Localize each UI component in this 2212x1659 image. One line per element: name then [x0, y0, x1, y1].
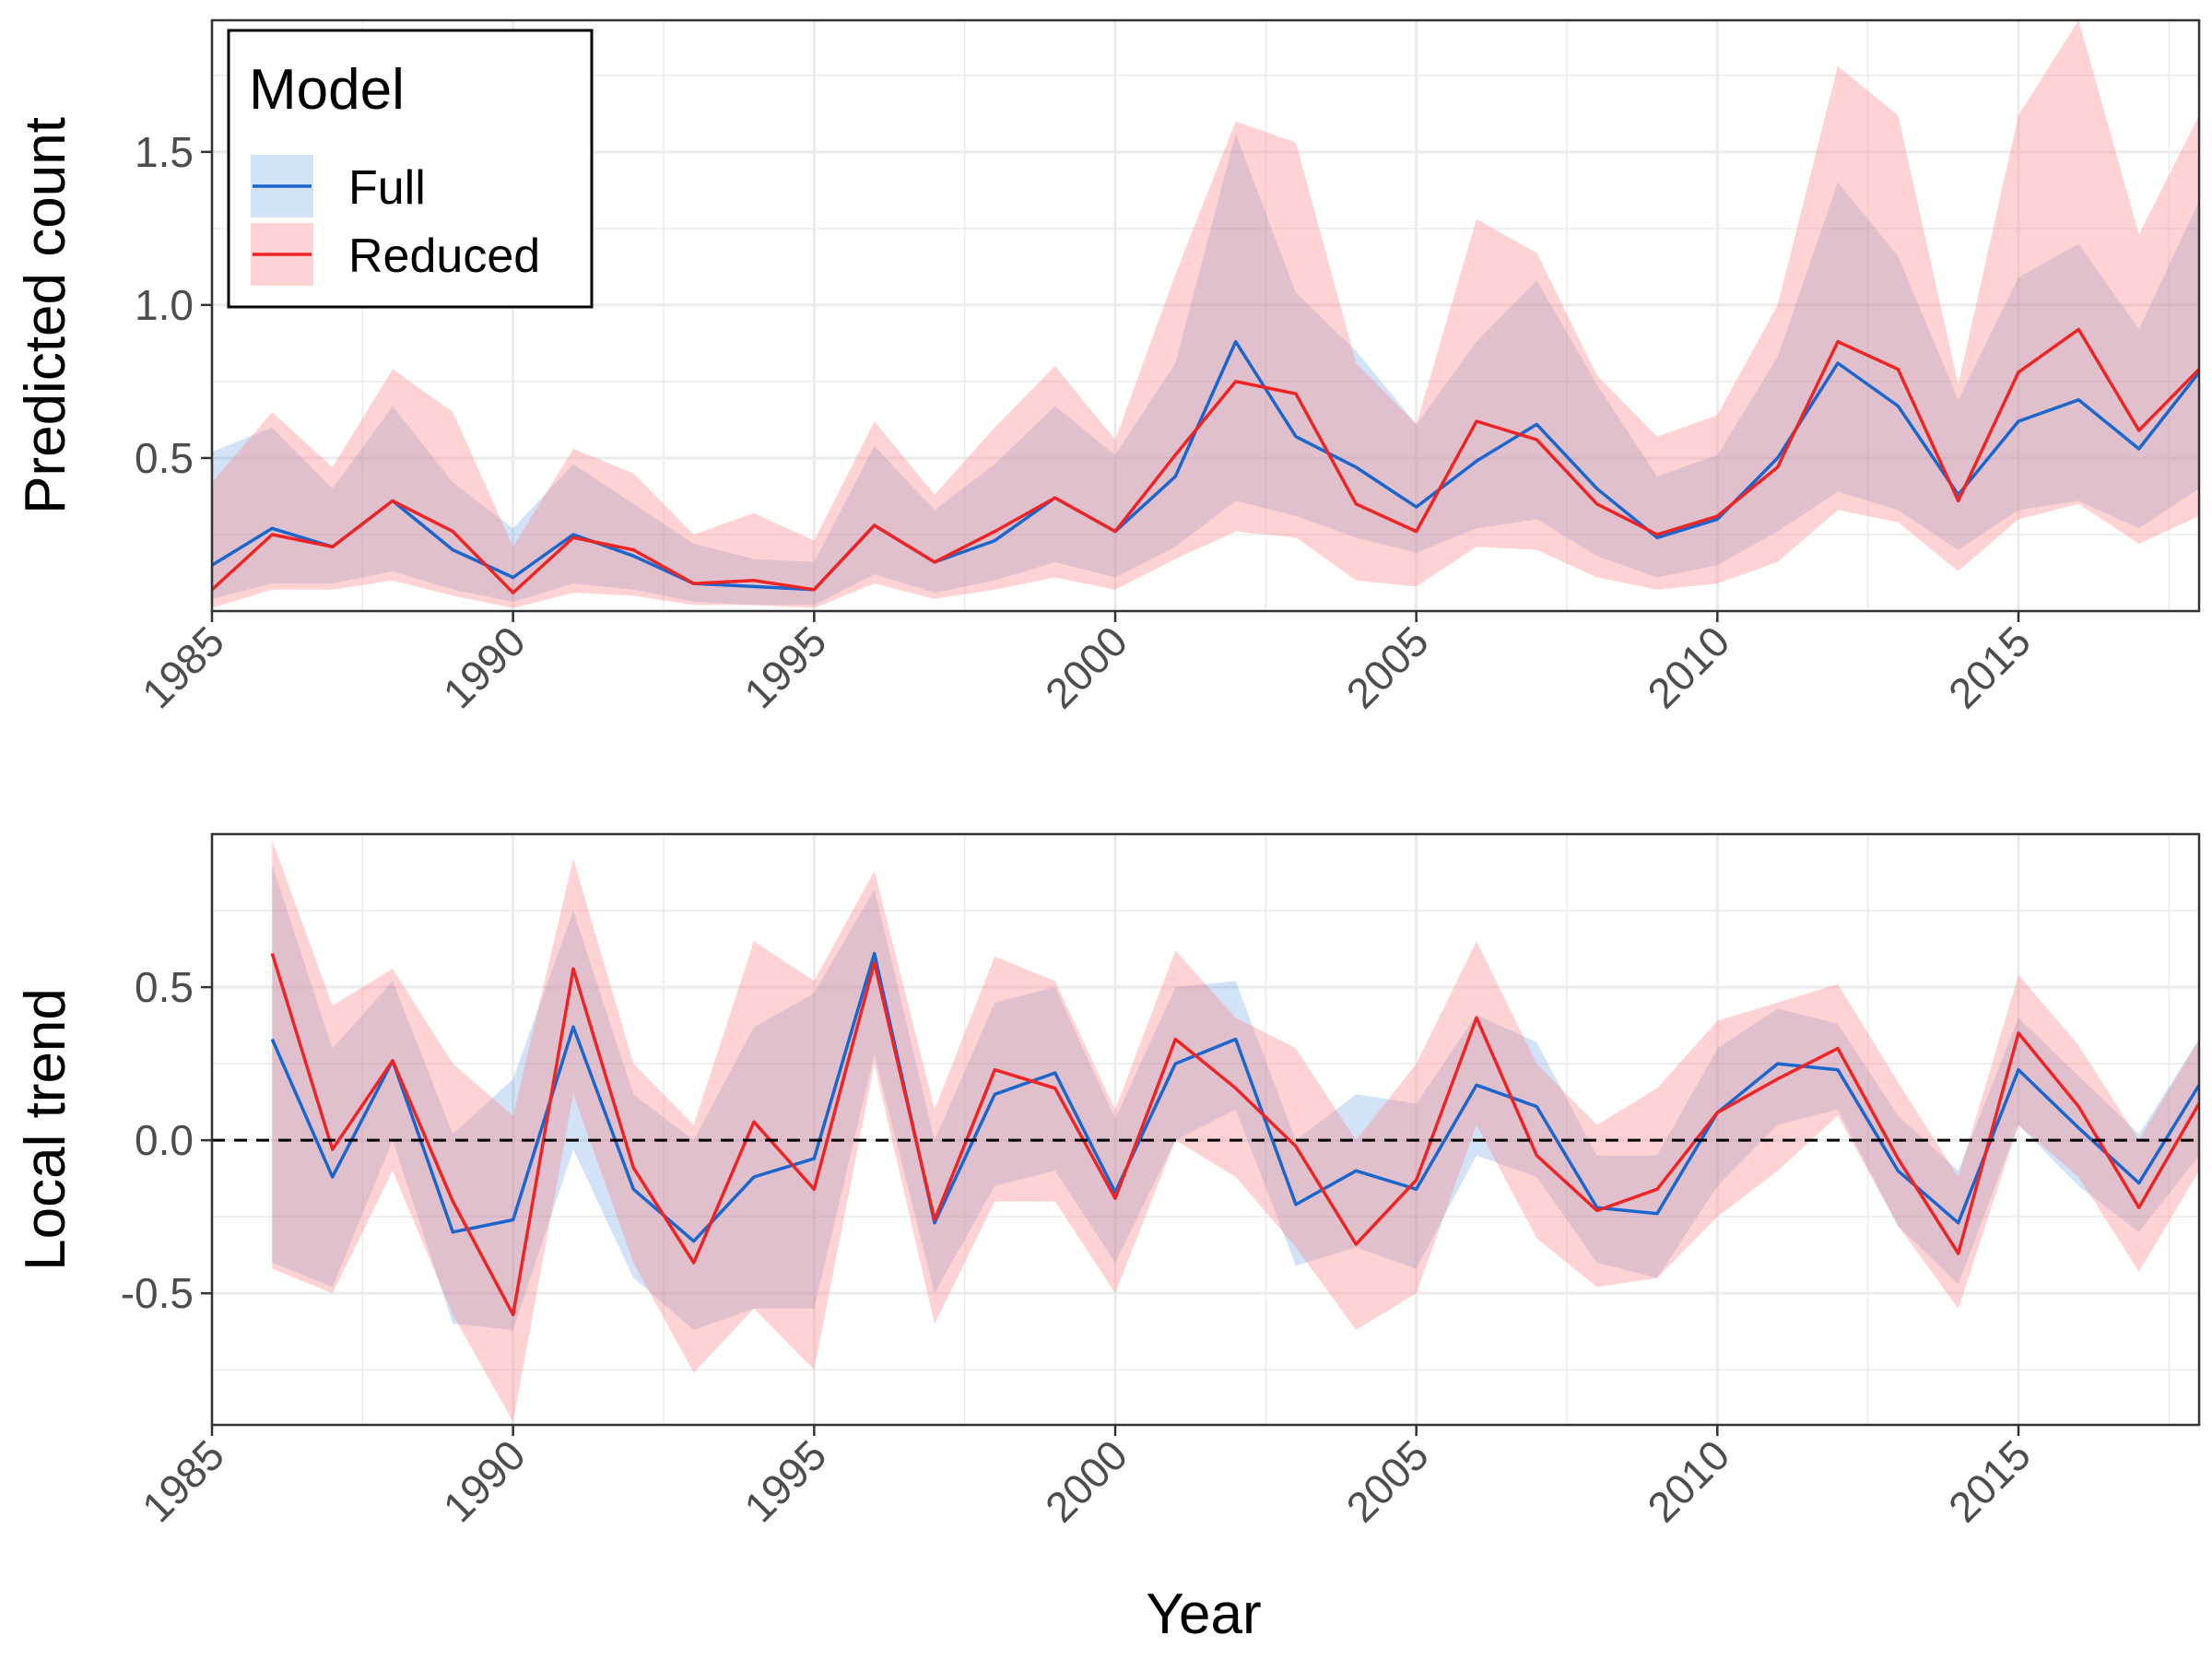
local-trend-band-full	[272, 865, 2199, 1330]
local-trend-line-reduced	[270, 952, 2199, 1317]
predicted-count-bands	[212, 20, 2199, 608]
predicted-count-line-reduced	[212, 327, 2199, 594]
local-trend-bands	[272, 840, 2199, 1422]
legend-label-reduced: Reduced	[348, 229, 540, 283]
legend: Model Full Reduced	[227, 29, 594, 309]
predicted-count-panel-border	[210, 18, 2201, 613]
local-trend-y-title: Local trend	[14, 988, 77, 1271]
legend-item-full: Full	[251, 155, 426, 218]
local-trend-panel-border	[210, 832, 2201, 1427]
legend-label-full: Full	[348, 161, 426, 215]
x-axis-title: Year	[1146, 1583, 1261, 1646]
local-trend-lines	[270, 951, 2199, 1317]
predicted-count-grid	[210, 20, 2199, 611]
legend-item-reduced: Reduced	[251, 223, 540, 286]
predicted-count-band-reduced	[212, 20, 2199, 608]
predicted-count-lines	[212, 327, 2199, 594]
y-tick-label: 0.5	[135, 434, 194, 482]
local-trend-panel: 1985 1990 1995 2000 2005 2010 2015-0.50.00.5 L…	[14, 832, 2201, 1531]
y-tick-label: -0.5	[121, 1269, 194, 1317]
predicted-count-line-full	[212, 339, 2199, 592]
local-trend-band-reduced	[272, 840, 2199, 1422]
predicted-count-y-title: Predicted count	[14, 117, 77, 514]
legend-title: Model	[249, 58, 405, 122]
y-tick-label: 0.0	[135, 1116, 194, 1164]
y-tick-label: 0.5	[135, 963, 194, 1011]
legend-box	[227, 29, 594, 309]
y-tick-label: 1.5	[135, 128, 194, 176]
predicted-count-band-full	[212, 133, 2199, 606]
local-trend-line-full	[270, 951, 2199, 1243]
y-tick-label: 1.0	[135, 281, 194, 329]
